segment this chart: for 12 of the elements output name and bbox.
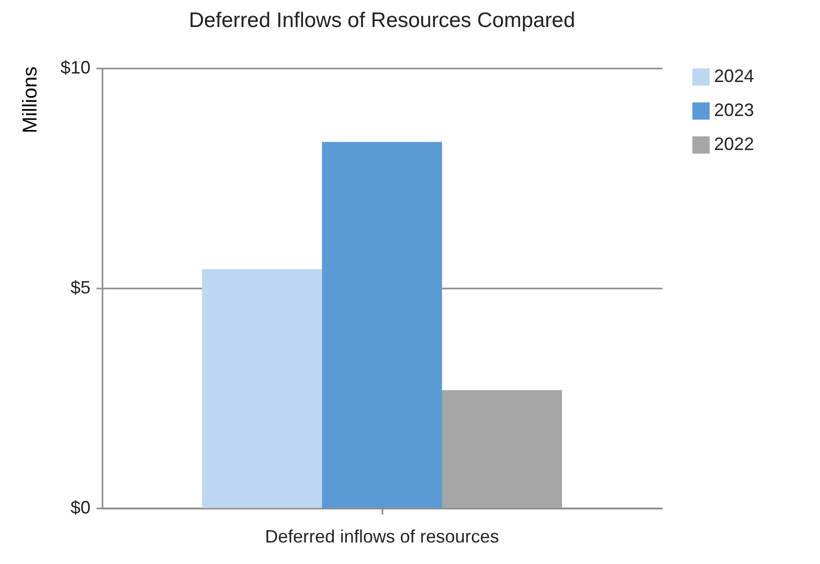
bar <box>322 142 442 508</box>
y-tick-label: $10 <box>60 58 90 78</box>
legend-label: 2022 <box>714 134 754 154</box>
bar <box>442 390 562 508</box>
bar <box>202 269 322 508</box>
x-tick-label: Deferred inflows of resources <box>264 526 500 546</box>
y-tick-label: $0 <box>70 498 90 518</box>
chart-title: Deferred Inflows of Resources Compared <box>188 9 576 32</box>
y-axis-title: Millions <box>20 66 42 134</box>
legend-label: 2023 <box>714 100 754 120</box>
legend-label: 2024 <box>714 66 754 86</box>
y-tick-label: $5 <box>70 278 90 298</box>
